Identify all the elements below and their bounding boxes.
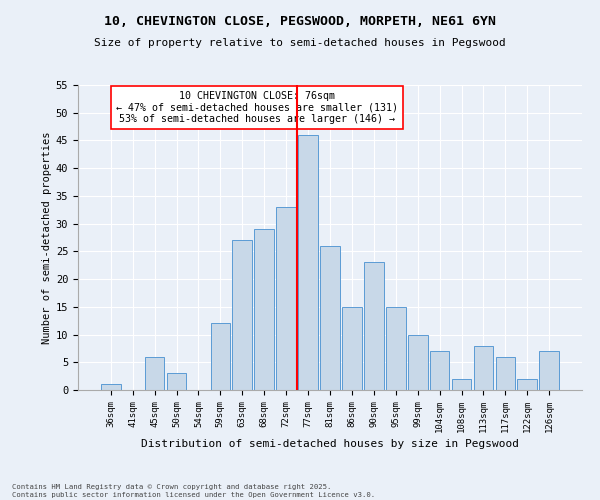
- Text: Size of property relative to semi-detached houses in Pegswood: Size of property relative to semi-detach…: [94, 38, 506, 48]
- Bar: [539, 351, 559, 390]
- Text: Contains HM Land Registry data © Crown copyright and database right 2025.
Contai: Contains HM Land Registry data © Crown c…: [12, 484, 375, 498]
- Bar: [386, 307, 406, 390]
- Y-axis label: Number of semi-detached properties: Number of semi-detached properties: [41, 131, 52, 344]
- X-axis label: Distribution of semi-detached houses by size in Pegswood: Distribution of semi-detached houses by …: [141, 439, 519, 449]
- Bar: [408, 334, 428, 390]
- Bar: [430, 351, 449, 390]
- Bar: [254, 229, 274, 390]
- Bar: [167, 374, 187, 390]
- Bar: [211, 324, 230, 390]
- Bar: [276, 207, 296, 390]
- Bar: [101, 384, 121, 390]
- Text: 10 CHEVINGTON CLOSE: 76sqm
← 47% of semi-detached houses are smaller (131)
53% o: 10 CHEVINGTON CLOSE: 76sqm ← 47% of semi…: [116, 91, 398, 124]
- Bar: [364, 262, 384, 390]
- Bar: [298, 135, 318, 390]
- Bar: [320, 246, 340, 390]
- Bar: [452, 379, 472, 390]
- Bar: [342, 307, 362, 390]
- Bar: [496, 356, 515, 390]
- Bar: [517, 379, 537, 390]
- Bar: [473, 346, 493, 390]
- Bar: [145, 356, 164, 390]
- Text: 10, CHEVINGTON CLOSE, PEGSWOOD, MORPETH, NE61 6YN: 10, CHEVINGTON CLOSE, PEGSWOOD, MORPETH,…: [104, 15, 496, 28]
- Bar: [232, 240, 252, 390]
